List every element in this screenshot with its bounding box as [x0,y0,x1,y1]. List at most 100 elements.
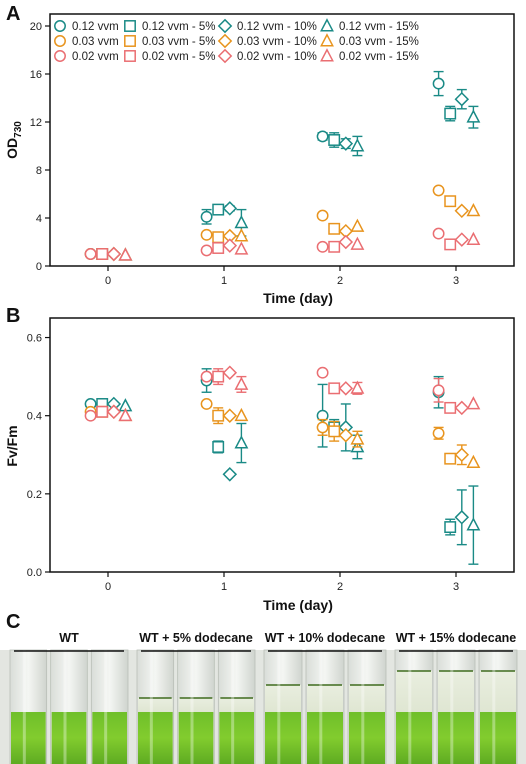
photo-labels: WT WT + 5% dodecane WT + 10% dodecane WT + … [14,631,516,652]
culture-tube [217,649,256,764]
panel-a-data-point [444,107,457,120]
panel-a-data-point [222,238,238,253]
panel-b-data-point [432,427,445,440]
panel-b-xtick-label: 2 [337,581,343,593]
legend-marker [124,50,136,62]
panel-c-letter: C [6,611,20,633]
panel-a-series [106,232,470,262]
culture-tube [177,649,215,764]
panel-a-data-point [432,184,445,197]
panel-a-data-point [338,234,354,250]
panel-b-data-point [96,405,109,418]
panel-b-series [118,398,481,565]
panel-b-ytick-label: 0.0 [27,567,42,579]
culture-tube [50,649,88,764]
panel-a-data-point [118,247,133,261]
panel-a-letter: A [6,3,20,25]
legend-marker [54,50,66,62]
panel-a-data-point [350,236,365,250]
panel-a-data-point [200,228,213,241]
legend-marker [54,20,66,32]
panel-b-data-point [338,381,354,396]
panel-a-data-point [444,195,457,208]
panel-a-series [84,184,445,260]
photo-group-label: WT [59,631,79,645]
tube-highlight [277,650,281,764]
panel-a-series [118,105,481,261]
panel-a-series [106,203,470,262]
tube-highlight [319,650,323,764]
legend-marker [124,20,136,32]
panel-a-data-point [350,218,365,232]
panel-b-series [96,405,457,465]
panel-b-series [84,366,445,422]
panel-a-xtick-label: 0 [105,275,111,287]
panel-a-ytick-label: 16 [30,69,42,81]
culture-tube [9,649,48,764]
panel-b-data-point [234,407,249,422]
panel-a-legend: 0.12 vvm 0.12 vvm - 5% 0.12 vvm - 10% 0.12 … [54,18,419,64]
panel-a-data-point [200,210,213,223]
legend-entry-label: 0.02 vvm - 15% [339,51,419,63]
culture-liquid [265,712,301,764]
panel-b-data-point [200,398,213,410]
panel-b-data-point [234,435,249,449]
panel-b-data-point [118,407,133,422]
legend-marker [320,18,334,32]
culture-tube [263,649,303,764]
tube-highlight [22,650,26,764]
panel-b-data-point [328,425,341,438]
panel-b-data-point [444,401,457,414]
panel-a-ylabel-sub: 730 [13,121,24,138]
dodecane-layer [219,698,254,712]
panel-a-data-point [454,232,470,247]
panel-a-data-point [234,214,249,229]
panel-b-data-point [316,366,329,379]
legend-marker [320,33,334,47]
panel-b-data-point [316,421,329,434]
panel-a-xtick-label: 1 [221,275,227,287]
panel-a-data-point [466,202,481,217]
legend-marker [320,48,334,62]
culture-tube [347,649,387,764]
panel-a-series [106,88,470,262]
panel-b-series [106,404,470,466]
panel-b-data-point [454,447,470,463]
legend-entry-label: 0.02 vvm - 5% [142,51,216,63]
tube-highlight [492,650,496,764]
panel-a-ytick-label: 0 [36,261,42,273]
legend-entry-label: 0.03 vvm - 5% [142,36,216,48]
panel-b-data-point [328,382,341,395]
legend-marker [217,33,233,49]
legend-marker [217,48,233,64]
panel-a-ytick-label: 4 [36,213,42,225]
tube-highlight [104,650,108,764]
panel-a-series [84,70,445,260]
panel-a-data-point [106,246,122,262]
panel-a-data-point [316,240,329,253]
panel-b-data-point [454,510,470,525]
panel-a-data-point [234,228,249,242]
panel-b-series [96,398,457,536]
panel-b-xtick-label: 0 [105,581,111,593]
panel-a-xtick-label: 2 [337,275,343,287]
legend-entry-label: 0.02 vvm [72,51,119,63]
panel-b-data-point [222,408,238,423]
panel-b-data-point [432,384,445,397]
panel-a-ytick-label: 20 [30,21,42,33]
legend-entry-label: 0.03 vvm - 15% [339,36,419,48]
panel-b-letter: B [6,305,20,327]
panel-b-data-point [338,427,354,443]
culture-liquid [138,712,173,764]
panel-a-data-point [234,241,249,255]
panel-b-data-point [222,365,238,380]
panel-a-ylabel: OD730 [4,121,24,159]
panel-b-data-point [444,452,457,465]
dodecane-layer [480,671,516,712]
panel-a-data-point [84,248,97,260]
panel-a-series [118,202,481,261]
legend-marker [124,35,136,47]
photo-group-label: WT + 10% dodecane [265,631,386,645]
legend-entry-label: 0.12 vvm - 5% [142,21,216,33]
